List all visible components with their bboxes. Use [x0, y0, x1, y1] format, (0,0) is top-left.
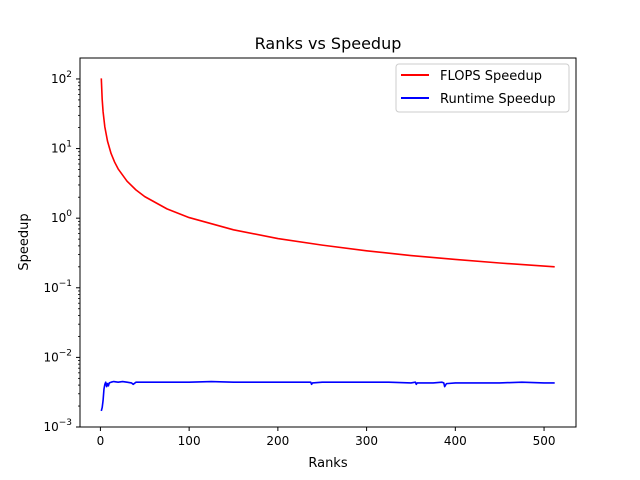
y-tick-label: 10−2	[43, 348, 72, 364]
series-layer	[100, 78, 555, 412]
legend: FLOPS Speedup Runtime Speedup	[395, 63, 570, 113]
y-tick-label: 101	[51, 140, 72, 156]
x-tick-label: 300	[355, 434, 378, 448]
y-axis-label: Speedup	[17, 213, 32, 270]
y-axis: 10−3 10−2 10−1 100 101 102	[43, 70, 80, 434]
x-axis: 0 100 200 300 400 500	[97, 427, 556, 448]
x-tick-label: 400	[444, 434, 467, 448]
x-tick-label: 500	[533, 434, 556, 448]
series-line-runtime-speedup	[100, 380, 555, 412]
x-tick-label: 100	[178, 434, 201, 448]
x-tick-label: 200	[266, 434, 289, 448]
legend-box	[395, 63, 570, 113]
x-axis-label: Ranks	[308, 456, 347, 471]
plot-frame	[79, 57, 577, 428]
y-tick-label: 102	[51, 70, 72, 86]
y-tick-label: 100	[51, 209, 72, 225]
series-line-flops-speedup	[100, 78, 555, 268]
y-tick-label: 10−3	[43, 418, 72, 434]
x-tick-label: 0	[97, 434, 105, 448]
y-tick-label: 10−1	[43, 279, 72, 295]
legend-label-flops-speedup: FLOPS Speedup	[440, 69, 542, 84]
legend-label-runtime-speedup: Runtime Speedup	[440, 92, 556, 107]
chart-title: Ranks vs Speedup	[255, 34, 402, 53]
